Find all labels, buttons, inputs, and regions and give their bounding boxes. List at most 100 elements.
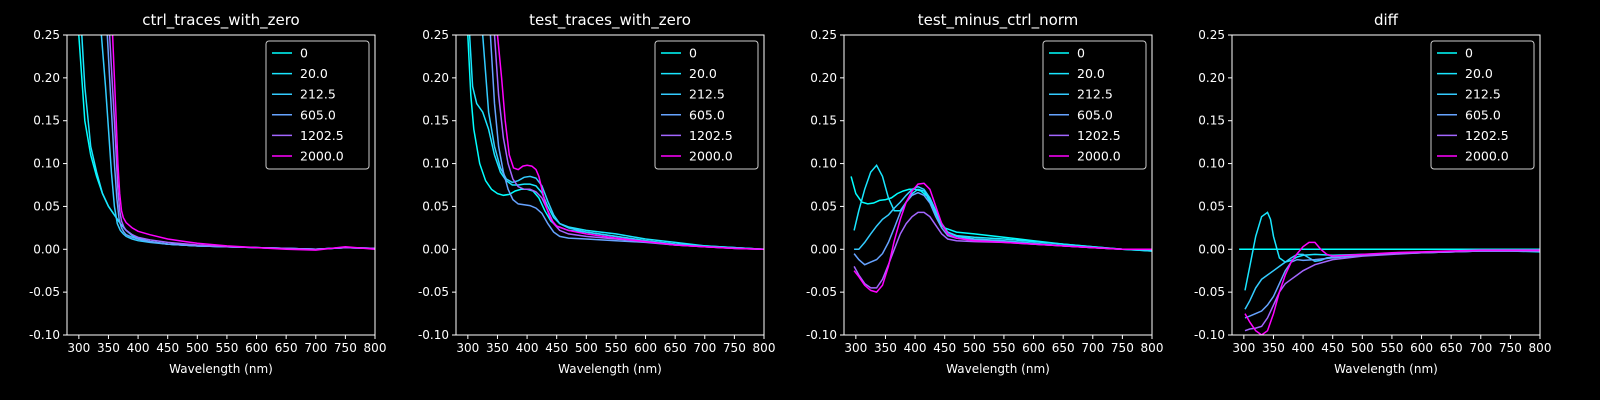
series-line-20.0 — [468, 35, 764, 251]
x-tick-label: 800 — [1529, 341, 1552, 355]
x-tick-label: 500 — [186, 341, 209, 355]
x-tick-label: 300 — [844, 341, 867, 355]
x-tick-label: 700 — [304, 341, 327, 355]
x-tick-label: 600 — [245, 341, 268, 355]
plot-frame — [843, 34, 1153, 336]
legend: 0 20.0 212.5 605.0 1202.5 2000.0 — [265, 40, 370, 170]
legend-label: 212.5 — [300, 87, 336, 102]
legend: 0 20.0 212.5 605.0 1202.5 2000.0 — [1042, 40, 1147, 170]
x-tick-label: 750 — [1499, 341, 1522, 355]
x-tick-label: 550 — [992, 341, 1015, 355]
legend-label: 2000.0 — [1465, 149, 1509, 164]
legend: 0 20.0 212.5 605.0 1202.5 2000.0 — [1430, 40, 1535, 170]
legend-label: 1202.5 — [1077, 128, 1121, 143]
y-tick-label: 0.15 — [422, 114, 449, 128]
legend: 0 20.0 212.5 605.0 1202.5 2000.0 — [654, 40, 759, 170]
chart-panel-3: diff 300 350 400 450 500 550 600 650 700 750 800 -0.… — [1194, 11, 1552, 376]
series-line-212.5 — [854, 185, 1152, 251]
x-tick-label: 500 — [1351, 341, 1374, 355]
chart-title: test_minus_ctrl_norm — [918, 11, 1079, 30]
x-tick-label: 350 — [97, 341, 120, 355]
x-axis-label: Wavelength (nm) — [558, 362, 662, 376]
chart-title: ctrl_traces_with_zero — [142, 11, 299, 30]
y-tick-label: 0.10 — [1198, 157, 1225, 171]
x-tick-label: 650 — [1052, 341, 1075, 355]
x-tick-label: 450 — [545, 341, 568, 355]
x-tick-label: 550 — [1380, 341, 1403, 355]
y-tick-label: -0.10 — [418, 328, 449, 342]
series-line-2000.0 — [853, 182, 1152, 293]
y-tick-label: 0.25 — [422, 28, 449, 42]
x-tick-label: 800 — [364, 341, 387, 355]
y-tick-label: 0.25 — [33, 28, 60, 42]
y-tick-label: 0.20 — [422, 71, 449, 85]
chart-title: test_traces_with_zero — [529, 11, 691, 30]
x-tick-label: 700 — [693, 341, 716, 355]
series-line-2000.0 — [496, 35, 764, 251]
y-tick-label: 0.25 — [810, 28, 837, 42]
x-tick-label: 400 — [516, 341, 539, 355]
x-tick-label: 300 — [67, 341, 90, 355]
x-tick-label: 750 — [334, 341, 357, 355]
legend-label: 0 — [300, 46, 308, 61]
y-tick-label: -0.10 — [806, 328, 837, 342]
y-tick-label: 0.05 — [1198, 199, 1225, 213]
y-tick-label: -0.05 — [29, 285, 60, 299]
x-tick-label: 700 — [1469, 341, 1492, 355]
y-tick-label: 0.00 — [33, 242, 60, 256]
x-tick-label: 450 — [1321, 341, 1344, 355]
y-tick-label: 0.05 — [810, 199, 837, 213]
y-tick-label: 0.15 — [1198, 114, 1225, 128]
legend-label: 20.0 — [300, 66, 328, 81]
y-tick-label: 0.05 — [33, 199, 60, 213]
x-tick-label: 300 — [1232, 341, 1255, 355]
legend-label: 605.0 — [689, 107, 725, 122]
y-tick-label: 0.25 — [1198, 28, 1225, 42]
x-tick-label: 800 — [753, 341, 776, 355]
series-line-20.0 — [853, 163, 1152, 252]
x-tick-label: 550 — [604, 341, 627, 355]
x-tick-label: 500 — [575, 341, 598, 355]
x-tick-label: 600 — [634, 341, 657, 355]
x-tick-label: 700 — [1081, 341, 1104, 355]
legend-label: 1202.5 — [300, 128, 344, 143]
chart-title: diff — [1374, 11, 1399, 29]
x-axis-label: Wavelength (nm) — [946, 362, 1050, 376]
x-tick-label: 450 — [156, 341, 179, 355]
series-line-2000.0 — [111, 35, 375, 251]
x-tick-label: 750 — [723, 341, 746, 355]
series-line-2000.0 — [1244, 241, 1540, 335]
legend-label: 20.0 — [1077, 66, 1105, 81]
x-tick-label: 350 — [874, 341, 897, 355]
x-axis-label: Wavelength (nm) — [1334, 362, 1438, 376]
y-tick-label: 0.00 — [422, 242, 449, 256]
plot-frame — [455, 34, 765, 336]
legend-label: 20.0 — [689, 66, 717, 81]
plot-frame — [1231, 34, 1541, 336]
x-tick-label: 600 — [1022, 341, 1045, 355]
x-tick-label: 650 — [664, 341, 687, 355]
x-tick-label: 650 — [1440, 341, 1463, 355]
chart-panel-2: test_minus_ctrl_norm 300 350 400 450 500 550 60… — [806, 11, 1164, 376]
x-axis-label: Wavelength (nm) — [169, 362, 273, 376]
plot-frame — [66, 34, 376, 336]
x-tick-label: 750 — [1111, 341, 1134, 355]
x-tick-label: 400 — [904, 341, 927, 355]
y-tick-label: 0.05 — [422, 199, 449, 213]
y-tick-label: -0.10 — [1194, 328, 1225, 342]
y-tick-label: 0.00 — [1198, 242, 1225, 256]
y-tick-label: 0.15 — [810, 114, 837, 128]
x-tick-label: 800 — [1141, 341, 1164, 355]
legend-label: 605.0 — [1077, 107, 1113, 122]
legend-label: 0 — [1077, 46, 1085, 61]
legend-label: 20.0 — [1465, 66, 1493, 81]
y-tick-label: 0.20 — [1198, 71, 1225, 85]
legend-label: 1202.5 — [689, 128, 733, 143]
legend-label: 0 — [689, 46, 697, 61]
y-tick-label: -0.05 — [806, 285, 837, 299]
x-tick-label: 600 — [1410, 341, 1433, 355]
y-tick-label: 0.10 — [810, 157, 837, 171]
x-tick-label: 300 — [456, 341, 479, 355]
x-tick-label: 650 — [275, 341, 298, 355]
